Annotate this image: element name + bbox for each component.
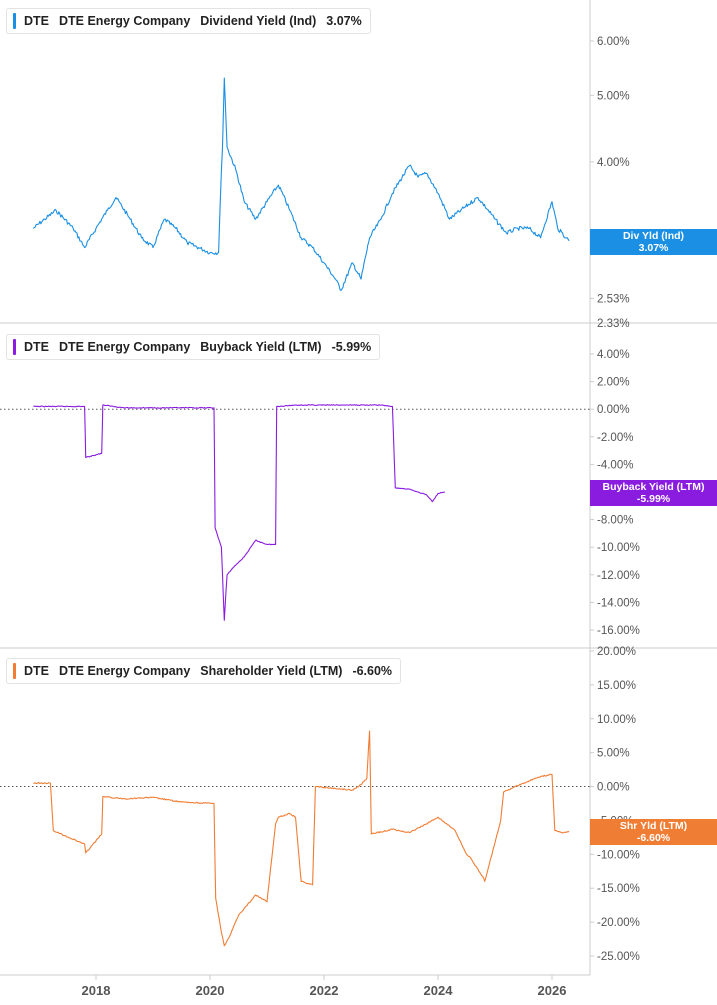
y-tick-label: -4.00% [597,459,633,471]
series-line-2 [33,730,570,947]
flag-label: Shr Yld (LTM) [619,820,688,833]
legend-ticker: DTE [24,340,49,354]
flag-value: -6.60% [636,832,671,845]
y-tick-label: -12.00% [597,570,640,582]
x-tick-label-2020: 2020 [196,983,225,998]
y-tick-label: 4.00% [597,349,630,361]
legend-color-swatch [13,339,16,355]
flag-label: Div Yld (Ind) [622,229,685,242]
y-tick-label: -8.00% [597,515,633,527]
x-tick-label-2024: 2024 [424,983,454,998]
legend-metric: Shareholder Yield (LTM) [200,664,343,678]
legend-metric: Dividend Yield (Ind) [200,14,317,28]
y-tick-label: 10.00% [597,714,636,726]
legend-ticker: DTE [24,664,49,678]
y-tick-label: -2.00% [597,432,633,444]
chart-legend: DTE DTE Energy Company Buyback Yield (LTM)… [6,334,381,360]
legend-company: DTE Energy Company [59,664,191,678]
y-tick-label: -10.00% [597,542,640,554]
legend-color-swatch [13,663,16,679]
y-tick-label: 5.00% [597,748,630,760]
series-line-1 [33,404,446,621]
flag-value: 3.07% [638,241,669,254]
current-value-flag: Div Yld (Ind) 3.07% [590,228,717,255]
legend-ticker: DTE [24,14,49,28]
current-value-flag: Shr Yld (LTM) -6.60% [590,819,717,846]
legend-company: DTE Energy Company [59,14,191,28]
y-tick-label: -20.00% [597,917,640,929]
flag-value: -5.99% [636,492,671,505]
y-tick-label: 4.00% [597,157,630,169]
x-tick-label-2026: 2026 [538,983,567,998]
y-tick-label: 2.53% [597,293,630,305]
x-tick-label-2018: 2018 [82,983,111,998]
y-tick-label: 0.00% [597,404,630,416]
chart-legend: DTE DTE Energy Company Dividend Yield (Ind… [6,8,371,34]
x-tick-label-2022: 2022 [310,983,339,998]
legend-value: -6.60% [352,664,393,678]
y-tick-label: 15.00% [597,680,636,692]
legend-color-swatch [13,13,16,29]
current-value-flag: Buyback Yield (LTM) -5.99% [590,479,717,506]
series-line-0 [32,77,570,291]
legend-metric: Buyback Yield (LTM) [200,340,322,354]
y-tick-label: -10.00% [597,849,640,861]
y-tick-label: 2.33% [597,318,630,330]
y-tick-label: -14.00% [597,597,640,609]
legend-value: 3.07% [326,14,362,28]
y-tick-label: -16.00% [597,625,640,637]
flag-label: Buyback Yield (LTM) [602,480,705,493]
y-tick-label: -15.00% [597,883,640,895]
legend-value: -5.99% [331,340,372,354]
legend-company: DTE Energy Company [59,340,191,354]
y-tick-label: 5.00% [597,90,630,102]
y-tick-label: 6.00% [597,36,630,48]
chart-legend: DTE DTE Energy Company Shareholder Yield (… [6,658,402,684]
y-tick-label: 0.00% [597,782,630,794]
y-tick-label: -25.00% [597,951,640,963]
y-tick-label: 2.00% [597,377,630,389]
y-tick-label: 20.00% [597,646,636,658]
